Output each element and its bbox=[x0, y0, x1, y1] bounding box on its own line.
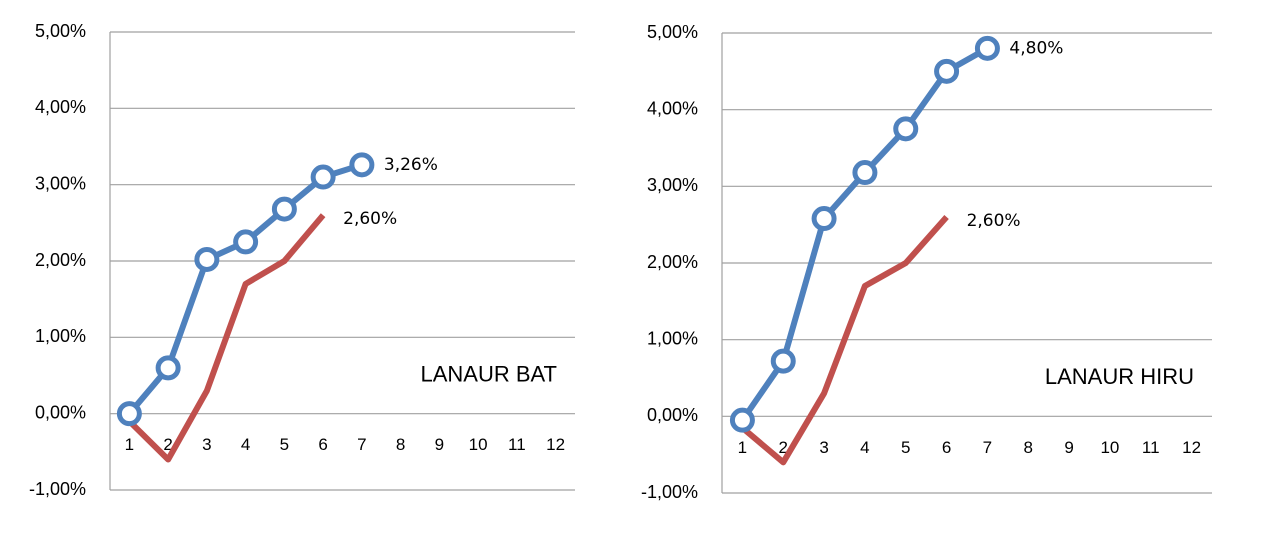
x-tick-label: 11 bbox=[1142, 438, 1160, 457]
x-tick-label: 6 bbox=[318, 435, 327, 454]
x-tick-label: 10 bbox=[1100, 438, 1119, 457]
marker bbox=[271, 196, 297, 222]
y-tick-label: -1,00% bbox=[641, 482, 698, 502]
marker bbox=[349, 152, 375, 178]
value-label: 2,60% bbox=[343, 209, 397, 229]
x-tick-label: 5 bbox=[901, 438, 910, 457]
chart: -1,00%0,00%1,00%2,00%3,00%4,00%5,00%1 2 3 4… bbox=[29, 21, 575, 499]
x-tick-label: 9 bbox=[1064, 438, 1073, 457]
x-tick-label: 3 bbox=[819, 438, 828, 457]
marker bbox=[155, 355, 181, 381]
marker bbox=[974, 35, 1000, 61]
x-tick-label: 7 bbox=[983, 438, 992, 457]
y-tick-label: 0,00% bbox=[35, 402, 86, 422]
x-tick-label: 1 bbox=[738, 438, 747, 457]
y-tick-label: 5,00% bbox=[35, 21, 86, 41]
marker bbox=[233, 229, 259, 255]
y-tick-label: 3,00% bbox=[647, 175, 698, 195]
x-tick-label: 9 bbox=[435, 435, 444, 454]
x-tick-label: 12 bbox=[1182, 438, 1201, 457]
series-line bbox=[740, 215, 949, 466]
series-line bbox=[127, 213, 326, 463]
x-tick-label: 10 bbox=[469, 435, 488, 454]
x-tick-label: 12 bbox=[546, 435, 565, 454]
marker bbox=[852, 160, 878, 186]
value-label: 2,60% bbox=[967, 211, 1021, 231]
marker bbox=[811, 206, 837, 232]
marker bbox=[770, 348, 796, 374]
y-tick-label: 1,00% bbox=[647, 328, 698, 348]
y-tick-label: 2,00% bbox=[647, 252, 698, 272]
x-tick-label: 5 bbox=[280, 435, 289, 454]
x-tick-label: 11 bbox=[508, 435, 526, 454]
y-tick-label: 3,00% bbox=[35, 173, 86, 193]
x-tick-label: 2 bbox=[779, 438, 788, 457]
y-tick-label: 1,00% bbox=[35, 326, 86, 346]
value-label: 3,26% bbox=[384, 155, 438, 175]
marker bbox=[194, 246, 220, 272]
x-tick-label: 4 bbox=[241, 435, 250, 454]
x-tick-label: 3 bbox=[202, 435, 211, 454]
x-tick-label: 8 bbox=[1024, 438, 1033, 457]
marker bbox=[116, 401, 142, 427]
y-tick-label: -1,00% bbox=[29, 479, 86, 499]
x-tick-label: 1 bbox=[125, 435, 134, 454]
y-tick-label: 5,00% bbox=[647, 22, 698, 42]
marker bbox=[729, 407, 755, 433]
y-tick-label: 0,00% bbox=[647, 405, 698, 425]
marker bbox=[310, 164, 336, 190]
y-tick-label: 2,00% bbox=[35, 250, 86, 270]
x-tick-label: 6 bbox=[942, 438, 951, 457]
x-tick-label: 7 bbox=[357, 435, 366, 454]
marker bbox=[893, 116, 919, 142]
x-tick-label: 8 bbox=[396, 435, 405, 454]
marker bbox=[934, 58, 960, 84]
annotation: LANAUR HIRU bbox=[1045, 364, 1194, 389]
y-tick-label: 4,00% bbox=[35, 97, 86, 117]
chart: -1,00%0,00%1,00%2,00%3,00%4,00%5,00%1 2 3 4… bbox=[641, 22, 1212, 502]
x-tick-label: 4 bbox=[860, 438, 869, 457]
annotation: LANAUR BAT bbox=[420, 361, 557, 386]
x-tick-label: 2 bbox=[163, 435, 172, 454]
y-tick-label: 4,00% bbox=[647, 98, 698, 118]
value-label: 4,80% bbox=[1009, 38, 1063, 58]
